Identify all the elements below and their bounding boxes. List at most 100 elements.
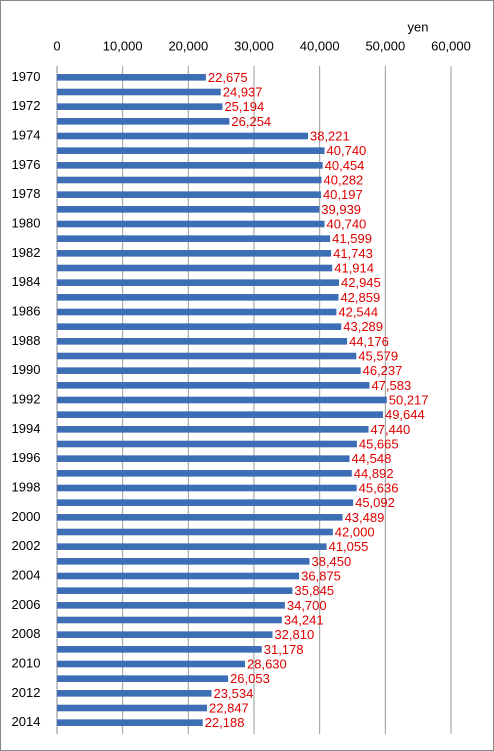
- value-label: 43,289: [343, 319, 383, 334]
- x-tick-label: 60,000: [431, 38, 471, 53]
- bar: [57, 103, 223, 110]
- bar: [57, 352, 357, 360]
- bar: [57, 191, 321, 198]
- y-tick-label: 1992: [12, 391, 41, 406]
- bar: [57, 719, 203, 726]
- bar: [57, 411, 383, 418]
- y-tick-label: 2014: [12, 714, 41, 729]
- x-tick-label: 20,000: [168, 38, 208, 53]
- x-tick-label: 40,000: [300, 38, 340, 53]
- bar: [57, 235, 331, 242]
- bar: [57, 382, 370, 389]
- x-tick-label: 10,000: [103, 38, 143, 53]
- value-label: 42,544: [338, 304, 378, 319]
- bar: [57, 646, 262, 653]
- y-tick-label: 2000: [12, 509, 41, 524]
- value-label: 40,197: [323, 187, 363, 202]
- value-label: 40,740: [327, 143, 367, 158]
- value-label: 50,217: [389, 392, 429, 407]
- value-label: 40,454: [325, 158, 365, 173]
- bar: [57, 338, 348, 345]
- bar: [57, 88, 221, 96]
- value-label: 35,845: [294, 583, 334, 598]
- value-label: 42,000: [335, 524, 375, 539]
- bar: [57, 602, 285, 609]
- value-label: 38,221: [310, 128, 350, 143]
- value-label: 42,859: [340, 290, 380, 305]
- bar: [57, 704, 208, 712]
- value-label: 41,599: [332, 231, 372, 246]
- bar: [57, 132, 308, 140]
- value-label: 24,937: [223, 84, 263, 99]
- y-tick-label: 1994: [12, 421, 41, 436]
- bar: [57, 558, 310, 565]
- x-tick-label: 30,000: [234, 38, 274, 53]
- bar: [57, 660, 246, 668]
- y-tick-label: 1978: [12, 186, 41, 201]
- value-label: 49,644: [385, 407, 425, 422]
- bar: [57, 279, 340, 286]
- bar: [57, 250, 332, 257]
- y-tick-label: 1976: [12, 157, 41, 172]
- y-tick-label: 1996: [12, 450, 41, 465]
- y-tick-label: 2004: [12, 567, 41, 582]
- bar: [57, 118, 230, 125]
- bar: [57, 323, 342, 330]
- bar: [57, 675, 229, 682]
- bar: [57, 690, 212, 697]
- bar: [57, 220, 325, 228]
- value-label: 32,810: [274, 627, 314, 642]
- value-label: 25,194: [224, 99, 264, 114]
- x-tick-label: 0: [53, 38, 60, 53]
- value-label: 41,914: [334, 260, 374, 275]
- value-label: 22,188: [205, 715, 245, 730]
- bar: [57, 587, 293, 594]
- y-tick-label: 1986: [12, 303, 41, 318]
- value-label: 26,053: [230, 671, 270, 686]
- value-label: 34,700: [287, 598, 327, 613]
- y-tick-label: 1970: [12, 69, 41, 84]
- value-label: 36,875: [301, 568, 341, 583]
- value-label: 45,636: [359, 480, 399, 495]
- bar: [57, 616, 282, 624]
- y-tick-label: 1982: [12, 245, 41, 260]
- y-tick-label: 2008: [12, 626, 41, 641]
- bar: [57, 499, 354, 506]
- bar: [57, 631, 273, 638]
- bar: [57, 543, 327, 550]
- bar: [57, 440, 357, 448]
- value-label: 41,055: [329, 539, 369, 554]
- value-label: 44,548: [352, 451, 392, 466]
- bar: [57, 308, 337, 316]
- value-label: 46,237: [363, 363, 403, 378]
- x-tick-label: 50,000: [365, 38, 405, 53]
- value-label: 47,583: [371, 378, 411, 393]
- y-tick-label: 2006: [12, 597, 41, 612]
- value-label: 45,579: [358, 348, 398, 363]
- value-label: 42,945: [341, 275, 381, 290]
- value-label: 34,241: [284, 612, 324, 627]
- y-tick-label: 1972: [12, 98, 41, 113]
- value-label: 43,489: [345, 510, 385, 525]
- bar: [57, 264, 333, 272]
- y-tick-label: 1974: [12, 127, 41, 142]
- value-label: 45,665: [359, 436, 399, 451]
- y-tick-label: 1990: [12, 362, 41, 377]
- value-label: 22,847: [209, 700, 249, 715]
- bar: [57, 162, 323, 169]
- value-label: 44,176: [349, 334, 389, 349]
- value-label: 31,178: [264, 642, 304, 657]
- bar: [57, 396, 387, 404]
- y-tick-label: 2012: [12, 685, 41, 700]
- bar: [57, 367, 361, 374]
- bar: [57, 74, 206, 81]
- value-label: 28,630: [247, 656, 287, 671]
- bar: [57, 528, 333, 536]
- value-label: 26,254: [231, 114, 271, 129]
- value-label: 23,534: [214, 686, 254, 701]
- value-label: 47,440: [371, 422, 411, 437]
- bar: [57, 294, 339, 301]
